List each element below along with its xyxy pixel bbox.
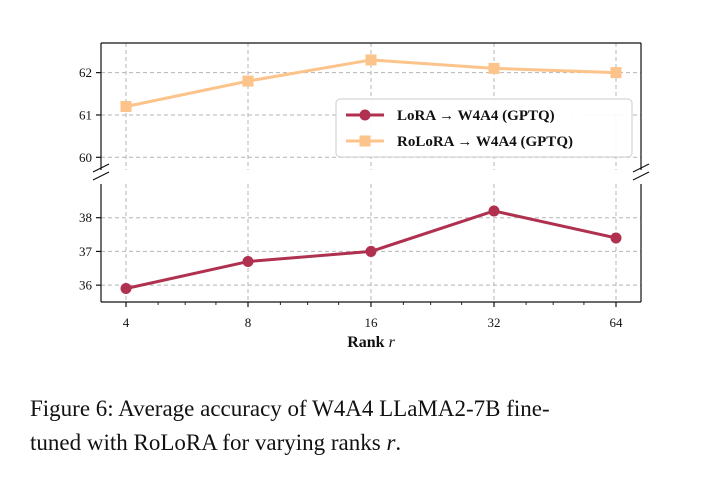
y-tick-label: 61	[79, 107, 92, 122]
x-axis-label-var: r	[389, 334, 396, 351]
data-point-rolora	[365, 54, 377, 66]
caption-line-2-prefix: tuned with RoLoRA for varying ranks	[30, 430, 387, 455]
x-tick-label: 32	[488, 315, 501, 330]
data-point-rolora	[488, 62, 500, 74]
legend-marker-rolora	[359, 135, 371, 147]
legend-marker-lora	[359, 109, 371, 121]
data-point-rolora	[242, 75, 254, 87]
x-tick-label: 8	[245, 315, 252, 330]
data-point-lora	[610, 232, 622, 244]
data-point-rolora	[120, 101, 132, 112]
series-layer	[120, 54, 622, 295]
figure-caption: Figure 6: Average accuracy of W4A4 LLaMA…	[30, 392, 700, 460]
y-tick-label: 62	[79, 65, 92, 80]
y-tick-label: 60	[79, 150, 92, 165]
x-tick-label: 16	[365, 315, 379, 330]
legend: LoRA → W4A4 (GPTQ) RoLoRA → W4A4 (GPTQ)	[335, 98, 633, 158]
y-tick-label: 36	[79, 278, 93, 293]
line-chart: 4 8 16 32 64 60 61 62 36 37 38 Rank r LoRA → W4A4 …	[79, 42, 650, 351]
data-point-lora	[365, 245, 377, 257]
caption-line-1: Figure 6: Average accuracy of W4A4 LLaMA…	[30, 396, 550, 421]
x-tick-label: 64	[610, 315, 624, 330]
y-tick-label: 38	[79, 210, 92, 225]
legend-label-rolora: RoLoRA → W4A4 (GPTQ)	[397, 134, 573, 150]
data-point-rolora	[610, 67, 622, 79]
data-point-lora	[242, 256, 254, 268]
upper-panel-frame	[100, 42, 642, 170]
legend-label-lora: LoRA → W4A4 (GPTQ)	[397, 108, 555, 124]
axis-break-marks	[92, 163, 650, 181]
caption-line-2-suffix: .	[395, 430, 402, 455]
data-point-lora	[120, 283, 132, 295]
data-point-lora	[488, 205, 500, 217]
x-axis-label: Rank r	[347, 334, 395, 351]
caption-line-2-var: r	[386, 430, 396, 455]
y-tick-label: 37	[79, 244, 93, 259]
legend-box	[335, 98, 633, 158]
lower-panel-grid	[101, 184, 641, 302]
x-axis-label-text: Rank	[347, 334, 384, 351]
axis-ticks: 4 8 16 32 64 60 61 62 36 37 38	[79, 65, 623, 330]
x-tick-label: 4	[123, 315, 130, 330]
